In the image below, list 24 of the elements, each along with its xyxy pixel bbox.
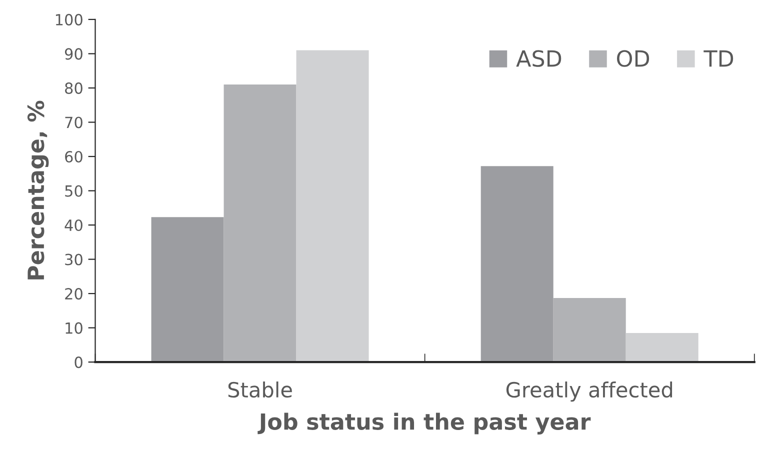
y-tick-label: 20 bbox=[65, 288, 82, 300]
legend-label: TD bbox=[704, 50, 734, 67]
y-tick-label: 90 bbox=[64, 48, 82, 60]
y-tick-label: 80 bbox=[65, 82, 82, 94]
bar bbox=[626, 332, 698, 362]
bar bbox=[151, 217, 224, 362]
y-tick-label: 0 bbox=[74, 356, 82, 368]
legend-label: OD bbox=[617, 50, 650, 67]
y-tick-label: 30 bbox=[65, 254, 82, 266]
x-tick-label: Stable bbox=[228, 382, 292, 398]
x-axis-title: Job status in the past year bbox=[258, 412, 591, 434]
bar bbox=[480, 166, 554, 362]
y-tick-label: 50 bbox=[65, 185, 82, 197]
y-tick-label: 100 bbox=[56, 14, 82, 26]
legend-label: ASD bbox=[516, 50, 562, 67]
bar bbox=[224, 84, 296, 362]
y-tick-label: 70 bbox=[65, 116, 82, 128]
y-tick-label: 10 bbox=[66, 322, 82, 334]
y-tick-label: 60 bbox=[65, 150, 82, 163]
x-tick-label: Greatly affected bbox=[506, 382, 672, 402]
bar bbox=[296, 50, 369, 362]
y-tick-label: 40 bbox=[64, 219, 82, 232]
y-axis-title: Percentage, % bbox=[27, 100, 49, 280]
bar bbox=[553, 298, 626, 362]
